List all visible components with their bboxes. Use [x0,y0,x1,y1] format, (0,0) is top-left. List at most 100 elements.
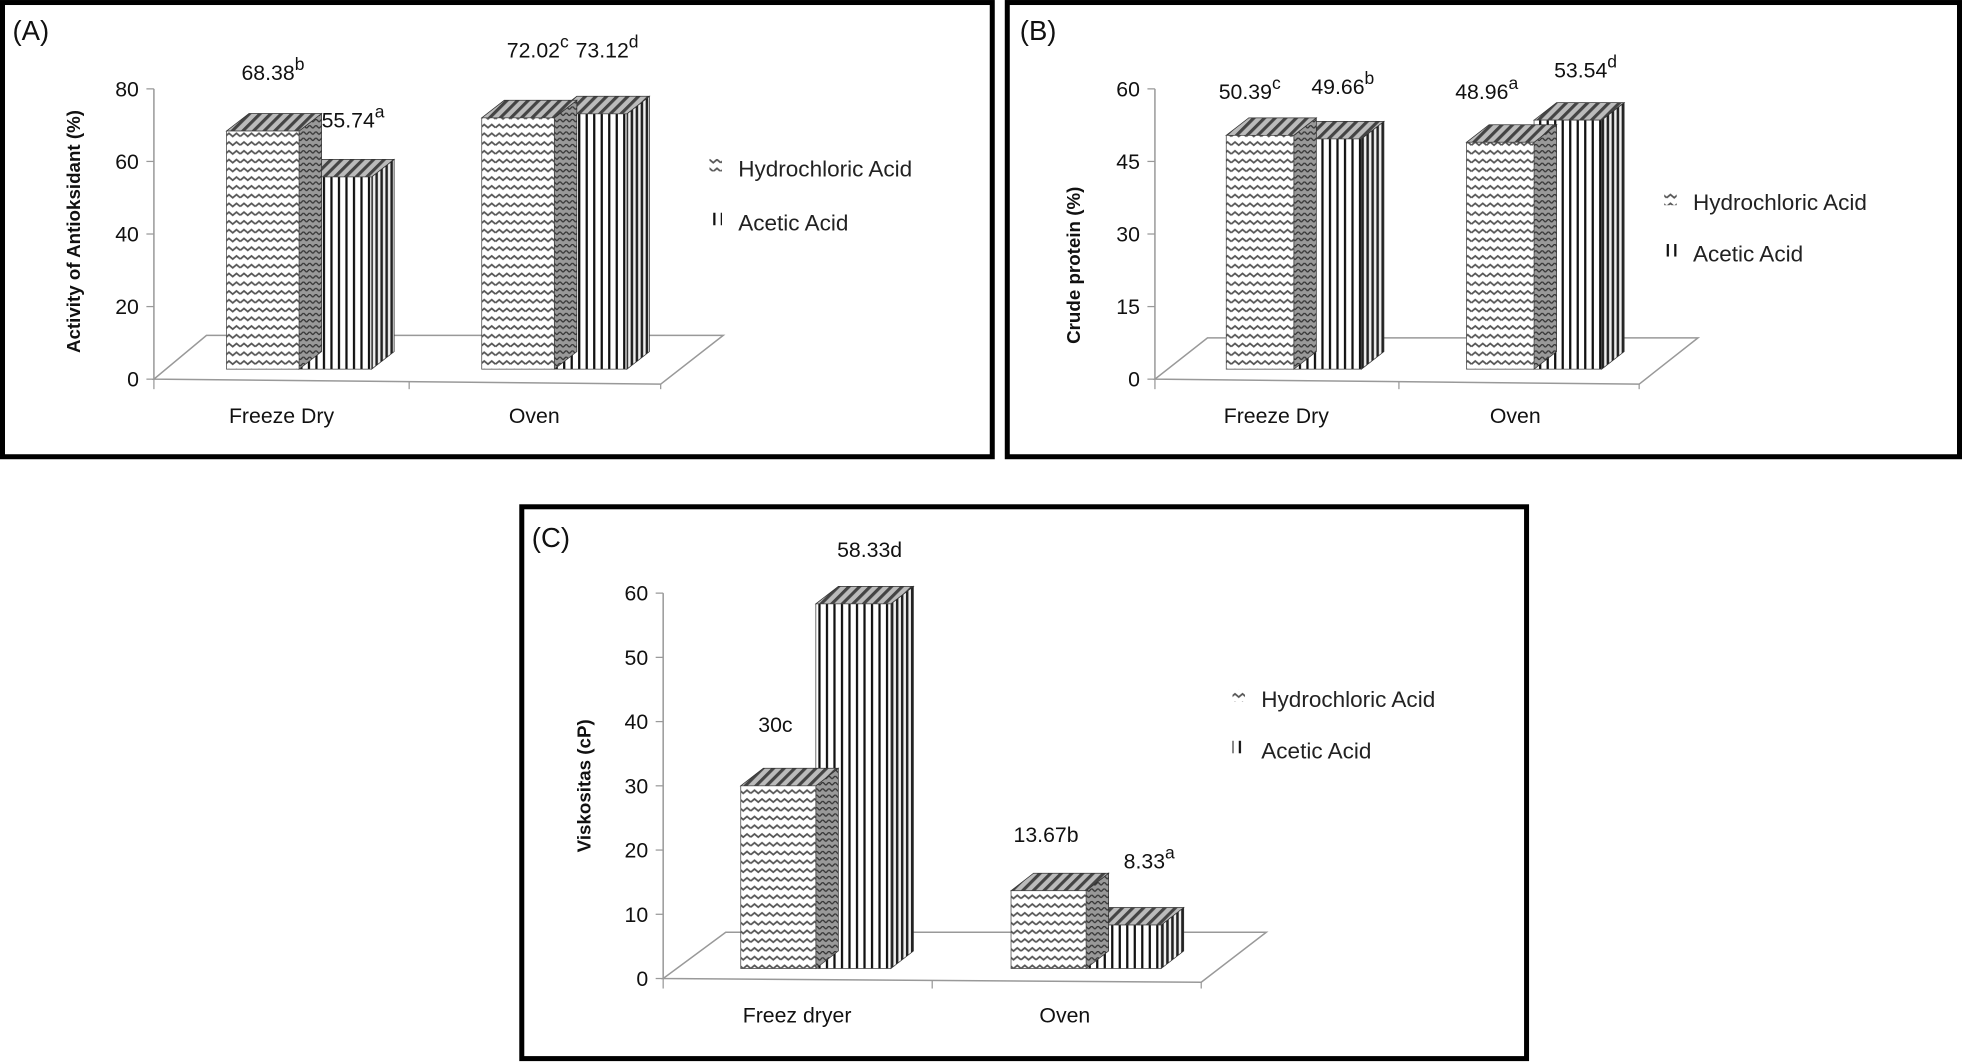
data-label-letter: c [1272,73,1281,93]
data-label-value: 30c [758,713,793,737]
bar-side-face [1601,101,1625,370]
panel-label: (B) [1020,15,1057,46]
bar-front-face [1010,890,1087,969]
data-label-letter: d [1607,52,1617,72]
y-tick-label: 60 [1116,77,1140,101]
bar-hydrochloric-0 [739,767,840,970]
bar-side-face [1533,123,1557,370]
legend-label: Acetic Acid [738,210,848,235]
y-tick-label: 15 [1116,295,1140,319]
chart-panel-b: (B) 0 15 30 45 60 Freeze Dry Oven Crude protein … [1004,0,1962,460]
bar-side-face [1361,120,1385,370]
data-label-value: 53.54 [1554,59,1607,83]
bar-side-face [1293,117,1317,370]
data-label: 68.38b [241,54,304,85]
data-label-value: 49.66 [1311,75,1364,99]
bar-side-face [553,99,578,370]
bar-front-face [740,785,817,969]
data-label: 53.54d [1554,52,1617,83]
y-tick-label: 0 [1128,368,1140,392]
y-tick-label: 80 [115,77,139,101]
y-tick-label: 45 [1116,150,1140,174]
x-tick-label: Freez dryer [743,1003,852,1027]
bar-side-face [815,767,839,970]
bar-front-face [481,117,555,370]
bar-side-face [298,112,322,370]
data-label-letter: a [375,102,385,122]
y-tick-label: 40 [115,223,139,247]
chart-panel-a: (A) 0 20 40 60 80 Freeze Dry Oven Activity of An… [0,0,995,460]
data-label-value: 68.38 [241,61,294,85]
bar-acetic-1 [1085,906,1185,970]
data-label-letter: b [295,54,305,74]
bar-hydrochloric-0 [1225,117,1318,370]
bar-side-face [890,585,914,970]
data-label-letter: c [560,32,569,52]
y-tick-label: 60 [625,582,649,606]
y-tick-label: 30 [625,774,649,798]
data-label: 8.33a [1124,842,1175,873]
legend-swatch-hydrochloric [1232,689,1246,702]
data-label: 30c [758,713,793,737]
legend-swatch-acetic [1232,740,1246,754]
data-label-value: 13.67b [1014,823,1079,847]
data-label-letter: a [1165,842,1175,862]
data-label-value: 58.33d [837,538,902,562]
data-label-value: 55.74 [322,109,375,133]
bar-hydrochloric-1 [1009,872,1110,970]
legend-label: Hydrochloric Acid [1693,190,1867,215]
y-axis-label: Activity of Antioksidant (%) [63,110,84,353]
legend-label: Hydrochloric Acid [1261,687,1435,712]
x-tick-label: Freeze Dry [1224,404,1330,428]
bar-hydrochloric-1 [480,99,578,370]
bar-side-face [626,95,650,370]
data-label-value: 73.12 [576,39,629,63]
y-tick-label: 50 [625,646,649,670]
data-label-value: 8.33 [1124,849,1165,873]
y-tick-label: 0 [127,368,139,392]
y-tick-label: 40 [625,710,649,734]
data-label: 72.02c [507,32,569,63]
legend-swatch-hydrochloric [709,158,722,172]
legend-label: Acetic Acid [1693,242,1803,267]
bar-front-face [226,130,300,370]
y-tick-label: 30 [1116,223,1140,247]
data-label-value: 48.96 [1455,80,1508,104]
data-label: 73.12d [576,32,639,63]
bar-hydrochloric-0 [225,112,323,370]
data-label: 49.66b [1311,68,1374,99]
data-label: 58.33d [837,538,902,562]
y-axis-label: Viskositas (cP) [574,719,595,852]
y-axis-label: Crude protein (%) [1063,187,1084,344]
data-label-value: 50.39 [1219,80,1272,104]
panel-label: (A) [13,15,50,46]
y-tick-label: 60 [115,150,139,174]
data-label-letter: b [1365,68,1375,88]
legend-label: Acetic Acid [1261,738,1371,763]
bar-side-face [371,158,395,370]
legend-swatch-acetic [709,212,722,226]
x-tick-label: Oven [509,404,560,428]
y-tick-label: 20 [115,295,139,319]
legend-swatch-acetic [1664,244,1677,257]
data-label: 13.67b [1014,823,1079,847]
x-tick-label: Oven [1490,404,1541,428]
legend-label: Hydrochloric Acid [738,156,912,181]
y-tick-label: 20 [625,839,649,863]
panel-label: (C) [532,522,570,553]
y-tick-label: 0 [636,967,648,991]
y-tick-label: 10 [625,903,649,927]
x-tick-label: Freeze Dry [229,404,335,428]
data-label-letter: d [629,32,639,52]
legend-swatch-hydrochloric [1664,192,1677,206]
bar-front-face [1466,141,1535,370]
data-label: 50.39c [1219,73,1281,104]
chart-panel-c: (C) 0 10 20 30 40 50 60 Freez dryer Oven Viskosita… [519,504,1530,1062]
bar-hydrochloric-1 [1465,123,1558,370]
bar-front-face [1225,134,1295,370]
data-label: 48.96a [1455,73,1518,104]
data-label-value: 72.02 [507,39,560,63]
data-label: 55.74a [322,102,385,133]
data-label-letter: a [1508,73,1518,93]
